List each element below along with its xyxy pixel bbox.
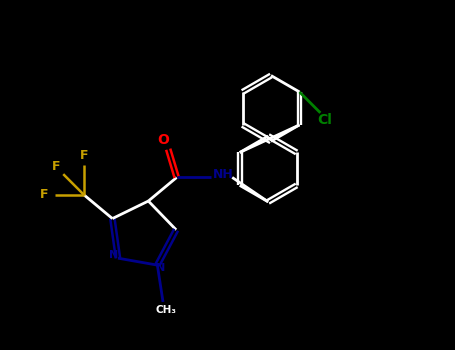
- Text: Cl: Cl: [318, 113, 332, 127]
- Text: CH₃: CH₃: [155, 306, 177, 315]
- Text: NH: NH: [213, 168, 233, 181]
- Text: N: N: [156, 263, 165, 273]
- Text: F: F: [80, 149, 88, 162]
- Text: N: N: [109, 250, 118, 260]
- Text: F: F: [52, 160, 60, 173]
- Text: F: F: [40, 188, 49, 202]
- Text: O: O: [158, 133, 170, 147]
